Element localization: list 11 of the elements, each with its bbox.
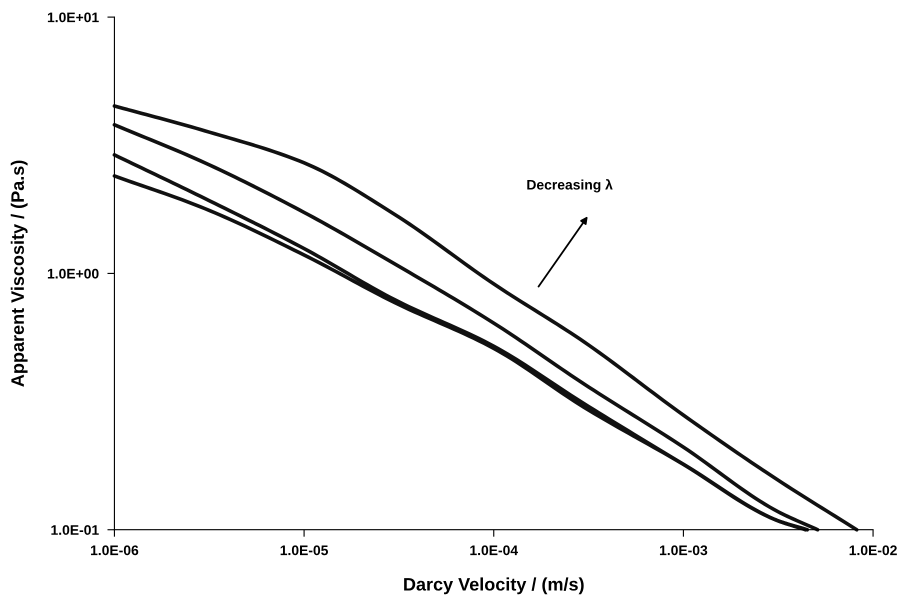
x-tick-label: 1.0E-06	[90, 545, 138, 556]
annotation: Decreasing λ	[527, 179, 613, 192]
x-axis-title: Darcy Velocity / (m/s)	[404, 577, 584, 594]
y-tick-label: 1.0E-01	[51, 525, 99, 535]
x-tick-label: 1.0E-03	[660, 545, 708, 556]
y-tick-label: 1.0E+01	[48, 12, 99, 22]
y-axis-title: Apparent Viscosity / (Pa.s)	[10, 160, 28, 387]
x-tick-label: 1.0E-05	[280, 545, 328, 556]
x-tick-label: 1.0E-02	[850, 545, 897, 556]
x-tick-label: 1.0E-04	[470, 545, 518, 556]
y-tick-label: 1.0E+00	[48, 268, 99, 279]
